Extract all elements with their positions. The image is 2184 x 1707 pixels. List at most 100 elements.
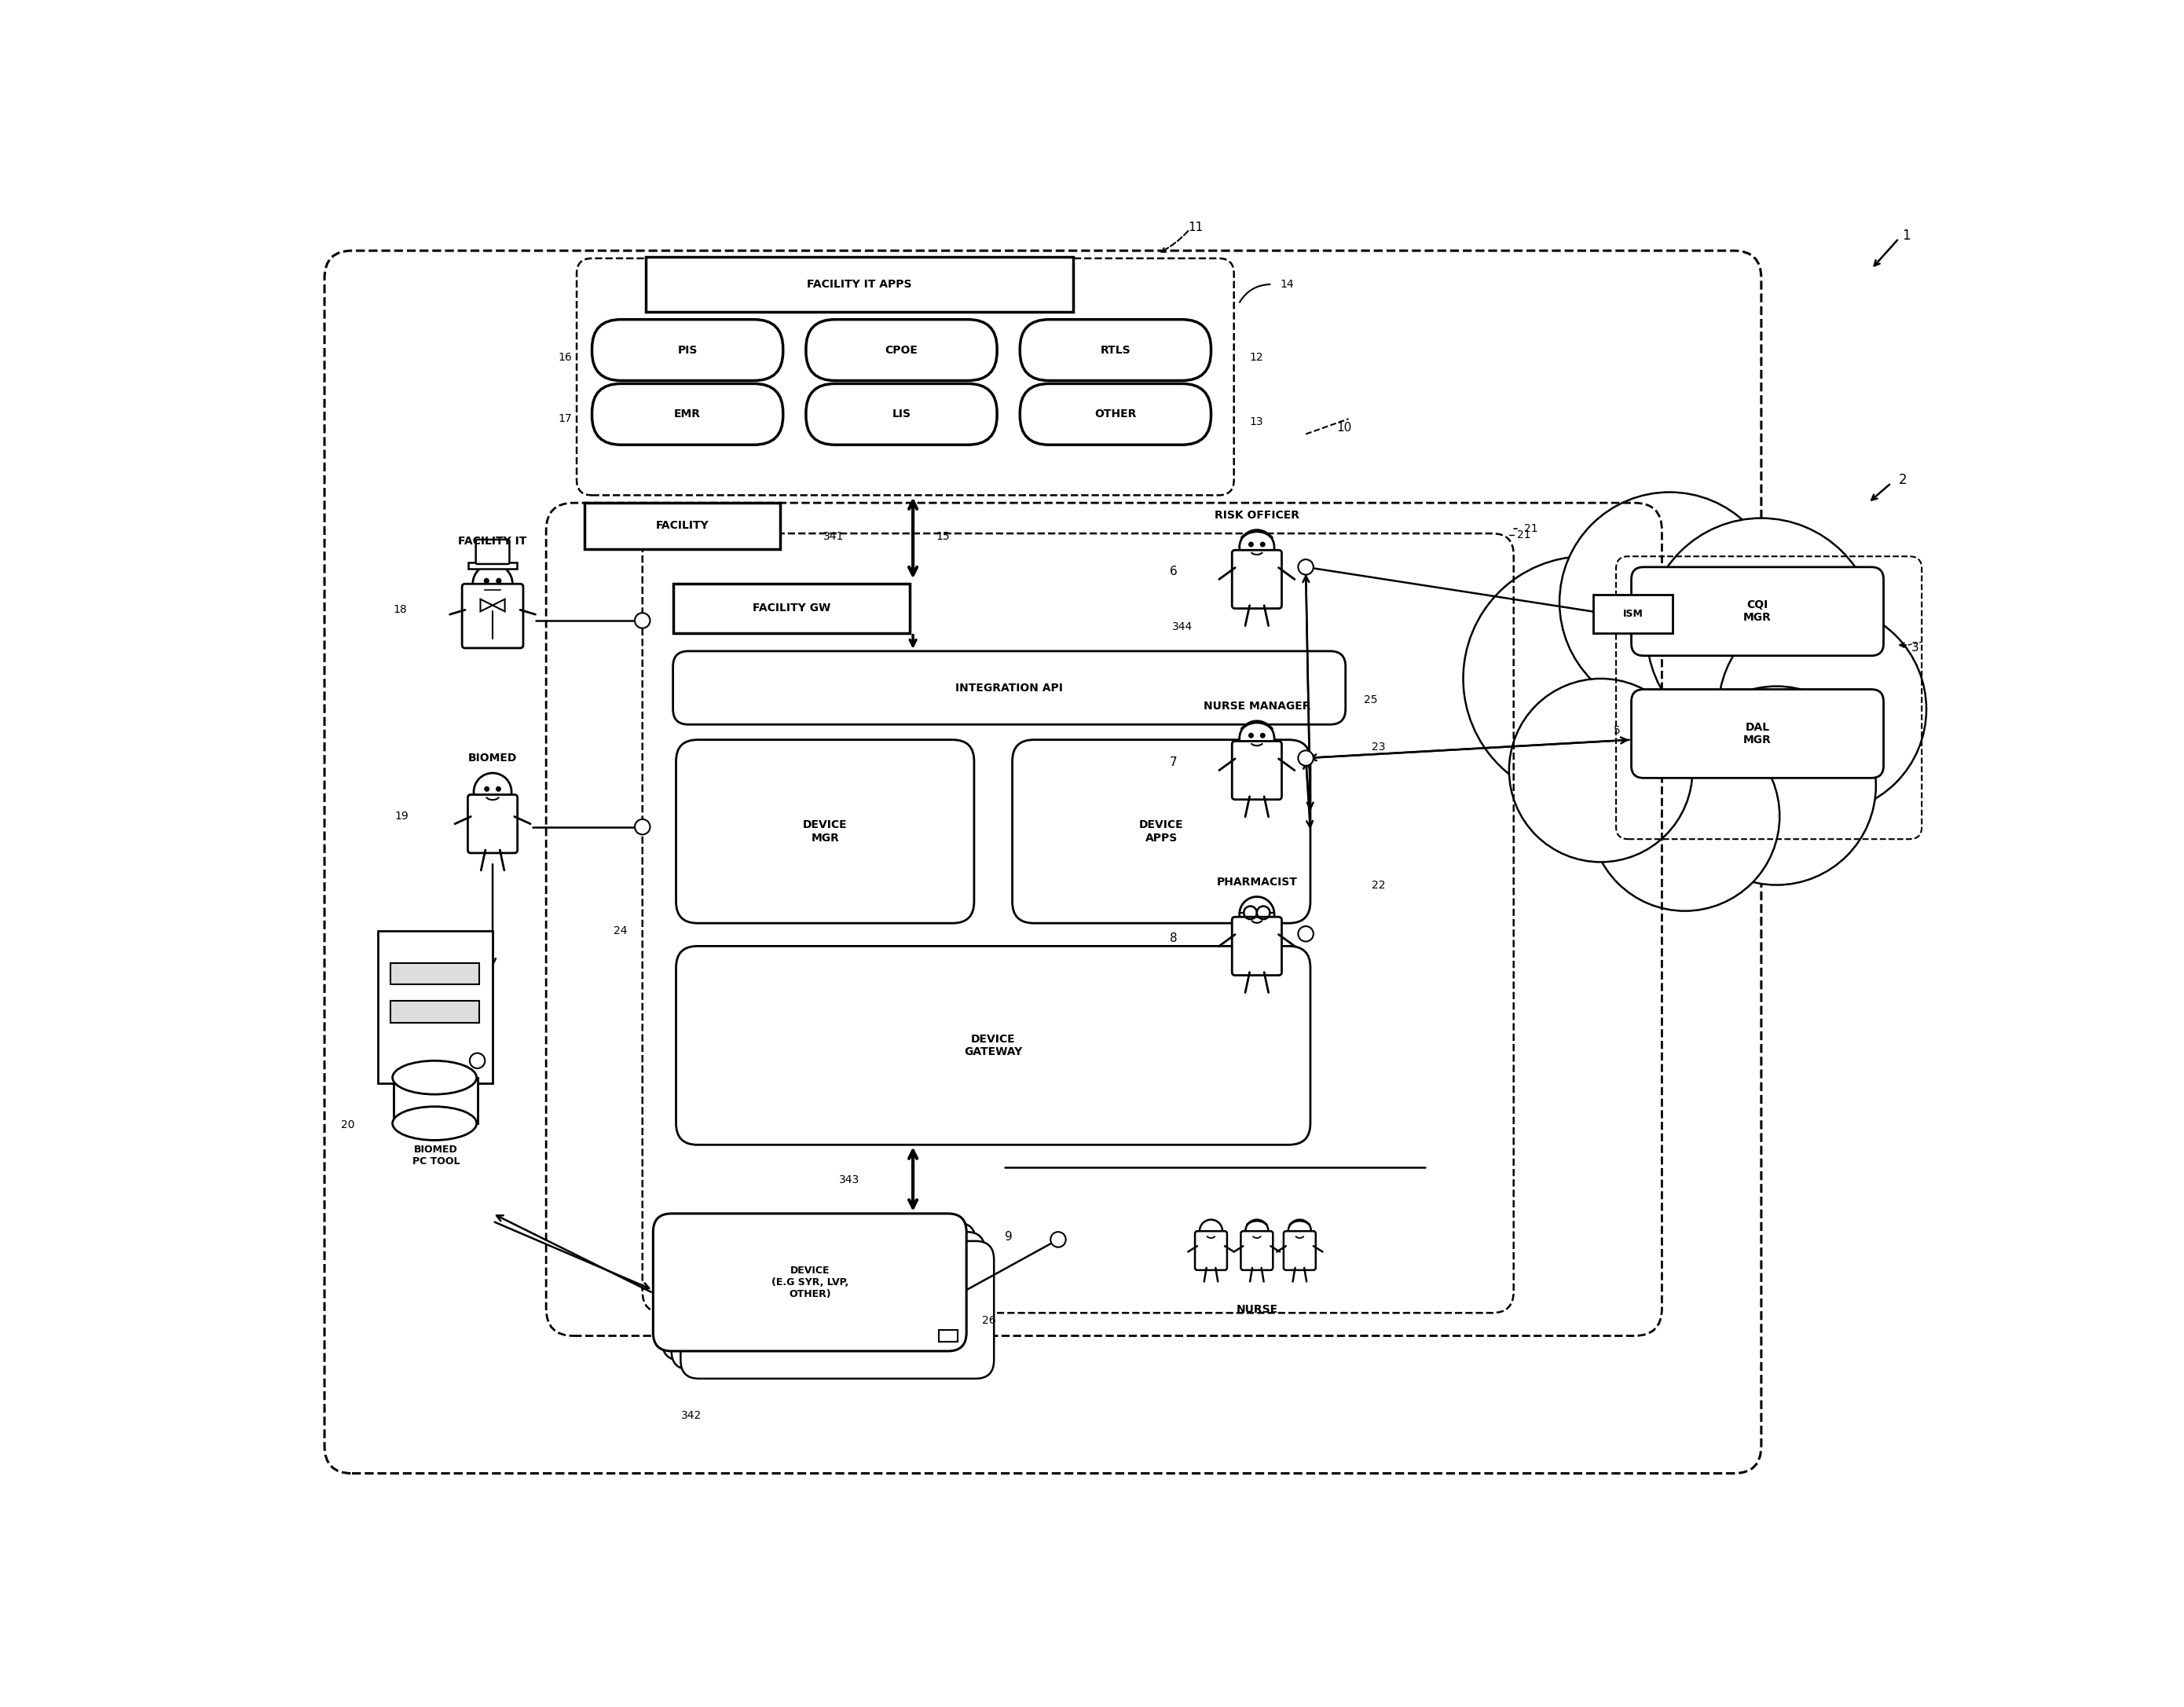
Text: FACILITY: FACILITY bbox=[655, 521, 710, 531]
Text: EMR: EMR bbox=[675, 408, 701, 420]
FancyBboxPatch shape bbox=[673, 650, 1345, 724]
FancyBboxPatch shape bbox=[681, 1241, 994, 1379]
Text: 17: 17 bbox=[559, 413, 572, 425]
Text: 341: 341 bbox=[823, 531, 845, 543]
Bar bbox=[939, 1330, 957, 1342]
FancyBboxPatch shape bbox=[1232, 741, 1282, 799]
Text: RISK OFFICER: RISK OFFICER bbox=[1214, 510, 1299, 521]
Circle shape bbox=[1647, 519, 1876, 748]
Text: NURSE MANAGER: NURSE MANAGER bbox=[1203, 700, 1310, 712]
Circle shape bbox=[1199, 1221, 1223, 1243]
Text: 343: 343 bbox=[839, 1174, 860, 1185]
Text: 13: 13 bbox=[1249, 417, 1262, 427]
FancyBboxPatch shape bbox=[463, 584, 524, 649]
Circle shape bbox=[1241, 896, 1273, 932]
FancyBboxPatch shape bbox=[467, 795, 518, 854]
Text: 3: 3 bbox=[1911, 642, 1920, 654]
Text: DEVICE
MGR: DEVICE MGR bbox=[804, 819, 847, 843]
Circle shape bbox=[1677, 686, 1876, 884]
Text: RTLS: RTLS bbox=[1101, 345, 1131, 355]
Text: 7: 7 bbox=[1171, 756, 1177, 768]
Text: 21: 21 bbox=[1516, 529, 1531, 541]
Text: 15: 15 bbox=[937, 531, 950, 543]
FancyBboxPatch shape bbox=[1284, 1231, 1315, 1270]
Text: 16: 16 bbox=[559, 352, 572, 364]
Circle shape bbox=[485, 579, 489, 584]
Text: CPOE: CPOE bbox=[885, 345, 917, 355]
Circle shape bbox=[496, 579, 500, 584]
Circle shape bbox=[1297, 751, 1313, 766]
Bar bbox=[1592, 594, 1673, 633]
Polygon shape bbox=[494, 599, 505, 611]
Circle shape bbox=[1559, 492, 1780, 712]
Text: 344: 344 bbox=[1173, 621, 1192, 632]
Text: 25: 25 bbox=[1363, 695, 1378, 705]
Text: DEVICE
APPS: DEVICE APPS bbox=[1140, 819, 1184, 843]
FancyBboxPatch shape bbox=[1020, 384, 1210, 446]
FancyBboxPatch shape bbox=[1232, 917, 1282, 975]
FancyBboxPatch shape bbox=[1631, 690, 1883, 778]
Text: 19: 19 bbox=[395, 811, 408, 821]
Text: OTHER: OTHER bbox=[1094, 408, 1136, 420]
FancyBboxPatch shape bbox=[592, 319, 784, 381]
Circle shape bbox=[470, 1053, 485, 1069]
FancyBboxPatch shape bbox=[662, 1222, 976, 1360]
Bar bbox=[391, 1000, 478, 1022]
Bar bbox=[378, 930, 494, 1084]
Text: BIOMED
PC TOOL: BIOMED PC TOOL bbox=[413, 1144, 461, 1166]
Circle shape bbox=[485, 787, 489, 790]
Text: 8: 8 bbox=[1171, 932, 1177, 944]
Circle shape bbox=[1051, 1232, 1066, 1248]
Text: FACILITY IT: FACILITY IT bbox=[459, 536, 526, 546]
Text: 24: 24 bbox=[614, 925, 627, 937]
Circle shape bbox=[1289, 1221, 1310, 1243]
Circle shape bbox=[1590, 722, 1780, 912]
Circle shape bbox=[1245, 1221, 1269, 1243]
Text: 18: 18 bbox=[393, 604, 406, 615]
Text: 4: 4 bbox=[1614, 603, 1621, 615]
Circle shape bbox=[1509, 679, 1693, 862]
FancyBboxPatch shape bbox=[670, 1232, 985, 1369]
Circle shape bbox=[1260, 734, 1265, 737]
Bar bbox=[585, 504, 780, 548]
FancyBboxPatch shape bbox=[1241, 1231, 1273, 1270]
Circle shape bbox=[496, 787, 500, 790]
Text: 12: 12 bbox=[1249, 352, 1262, 364]
Text: 14: 14 bbox=[1280, 278, 1293, 290]
Circle shape bbox=[474, 773, 511, 811]
FancyBboxPatch shape bbox=[592, 384, 784, 446]
Circle shape bbox=[1463, 556, 1708, 801]
Circle shape bbox=[1241, 720, 1273, 756]
Text: BIOMED: BIOMED bbox=[467, 753, 518, 763]
FancyBboxPatch shape bbox=[1195, 1231, 1227, 1270]
Text: 5: 5 bbox=[1614, 725, 1621, 736]
Text: 10: 10 bbox=[1337, 422, 1352, 434]
FancyBboxPatch shape bbox=[806, 384, 998, 446]
Text: 21: 21 bbox=[1524, 524, 1538, 534]
FancyBboxPatch shape bbox=[806, 319, 998, 381]
Text: 2: 2 bbox=[1898, 473, 1907, 486]
Circle shape bbox=[1297, 927, 1313, 942]
Circle shape bbox=[636, 819, 651, 835]
FancyBboxPatch shape bbox=[476, 539, 509, 563]
Text: PIS: PIS bbox=[677, 345, 697, 355]
FancyBboxPatch shape bbox=[677, 739, 974, 923]
Text: 22: 22 bbox=[1372, 879, 1385, 891]
Circle shape bbox=[1241, 529, 1273, 565]
FancyBboxPatch shape bbox=[1232, 550, 1282, 608]
Circle shape bbox=[636, 613, 651, 628]
Text: 11: 11 bbox=[1188, 222, 1203, 234]
Text: DAL
MGR: DAL MGR bbox=[1743, 722, 1771, 746]
Text: NURSE: NURSE bbox=[1236, 1304, 1278, 1316]
Text: LIS: LIS bbox=[891, 408, 911, 420]
FancyBboxPatch shape bbox=[1020, 319, 1210, 381]
Circle shape bbox=[1260, 543, 1265, 546]
Text: CQI
MGR: CQI MGR bbox=[1743, 599, 1771, 623]
Bar bbox=[673, 584, 911, 633]
Circle shape bbox=[1719, 606, 1926, 813]
FancyBboxPatch shape bbox=[1013, 739, 1310, 923]
Circle shape bbox=[1249, 543, 1254, 546]
Text: DEVICE
(E.G SYR, LVP,
OTHER): DEVICE (E.G SYR, LVP, OTHER) bbox=[771, 1265, 847, 1299]
Text: DEVICE
GATEWAY: DEVICE GATEWAY bbox=[963, 1033, 1022, 1057]
Polygon shape bbox=[480, 599, 494, 611]
